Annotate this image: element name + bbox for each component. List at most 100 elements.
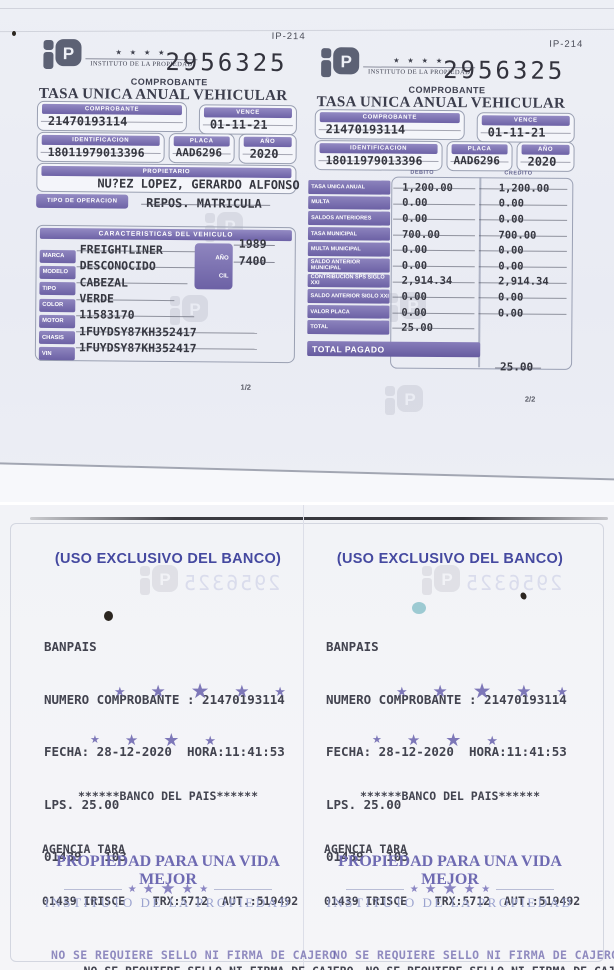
stamp-line: ******BANCO DEL PAIS****** — [77, 789, 258, 803]
field-value: AAD6296 — [453, 154, 500, 168]
stamp-line: LPS. 25.00 — [326, 796, 402, 812]
field-vence: VENCE 01-11-21 — [476, 112, 575, 143]
debito-column-header: DEBITO — [410, 169, 435, 176]
charges-row: CONTRIBUCION SPS SIGLO XXI 2,914.34 2,914.… — [307, 273, 570, 290]
vehicle-cil-value: 7400 — [238, 253, 267, 268]
stamp-line: 01439 IRISCE TRX:5712 AUT.:519492 — [324, 894, 581, 908]
scan-page-front: P P P P IP-214 P ★ ★ ★ ★ INSTITUTO DE LA… — [0, 0, 614, 502]
charges-row-label: TASA MUNICIPAL — [307, 226, 391, 241]
field-label: AÑO — [243, 136, 292, 148]
stamp-line: 01439 103 — [326, 849, 409, 864]
charges-credito-value — [478, 321, 570, 337]
stars-row-icon: ★ ★ ★ ★ ★ — [114, 680, 286, 703]
field-value: 18011979013396 — [47, 144, 145, 160]
field-vence: VENCE 01-11-21 — [198, 104, 298, 136]
bank-stamp-banpais: BANPAIS NUMERO COMPROBANTE : 21470193114… — [326, 603, 567, 901]
charges-debito-value: 0.00 — [391, 289, 478, 305]
ip-logo-ghost-icon: P — [385, 385, 423, 417]
serial-number: 2956325 — [165, 47, 288, 78]
charges-row: SALDO ANTERIOR SIGLO XXI 0.00 0.00 — [307, 288, 569, 305]
field-value: 21470193114 — [47, 113, 128, 129]
charges-row: SALDO ANTERIOR MUNICIPAL 0.00 0.00 — [307, 257, 570, 274]
vehicle-row-label: COLOR — [39, 298, 76, 312]
charges-debito-value: 700.00 — [392, 226, 479, 242]
stamp-line: BANPAIS — [44, 639, 97, 654]
charges-row: VALOR PLACA 0.00 0.00 — [307, 304, 569, 321]
field-propietario: PROPIETARIO NU?EZ LOPEZ, GERARDO ALFONSO — [36, 162, 300, 195]
charges-credito-value: 2,914.34 — [478, 274, 570, 290]
vehicle-row-value: DESCONOCIDO — [79, 258, 156, 274]
stamp-line: BANPAIS — [326, 639, 379, 654]
field-value: NU?EZ LOPEZ, GERARDO ALFONSO — [97, 176, 300, 193]
bank-use-header: (USO EXCLUSIVO DEL BANCO) — [54, 551, 282, 567]
vehicle-row-label: MOTOR — [39, 314, 76, 329]
charges-credito-value: 0.00 — [479, 196, 571, 212]
stamp-line-overprint: NO SE REQUIERE SELLO NI FIRMA DE CAJERO … — [51, 947, 354, 970]
stars-row-icon: ★ ★ ★ ★ — [372, 730, 498, 750]
form-copy-2: IP-214 P ★ ★ ★ ★ INSTITUTO DE LA PROPIED… — [305, 35, 584, 429]
vehicle-row-label: MARCA — [39, 249, 76, 263]
field-placa: PLACA AAD6296 — [168, 133, 235, 164]
charges-debito-value: 0.00 — [392, 195, 479, 211]
vehicle-row-value: FREIGHTLINER — [79, 242, 163, 258]
charges-credito-value: 0.00 — [478, 305, 570, 321]
charges-row-label: SALDO ANTERIOR SIGLO XXI — [307, 289, 390, 304]
ip-logo-icon: P — [321, 47, 360, 79]
ip-logo-ghost-icon: P — [422, 565, 460, 597]
charges-credito-value: 0.00 — [478, 289, 570, 305]
vehicle-anio-value: 1989 — [238, 236, 267, 251]
form-code: IP-214 — [271, 30, 306, 43]
credito-column-header: CREDITO — [504, 170, 533, 177]
field-value: 18011979013396 — [325, 153, 423, 168]
field-value: 2020 — [527, 154, 557, 169]
form-copy-1: IP-214 P ★ ★ ★ ★ INSTITUTO DE LA PROPIED… — [26, 27, 306, 421]
field-tipo-operacion-label: TIPO DE OPERACION — [36, 193, 129, 209]
footer-org: INSTITUTO DE LA PROPIEDAD — [326, 895, 574, 910]
footer-stars-icon: ★ ★ ★ ★ ★ — [314, 879, 586, 899]
stars-row-icon: ★ ★ ★ ★ ★ — [396, 680, 568, 703]
field-value: 01-11-21 — [487, 125, 546, 140]
charges-row-label: TOTAL — [307, 320, 390, 335]
field-identificacion: IDENTIFICACION 18011979013396 — [314, 140, 443, 171]
total-pagado-value: 25.00 — [500, 360, 534, 374]
charges-rows: TASA UNICA ANUAL 1,200.00 1,200.00 MULTA 0.0… — [307, 179, 570, 337]
bank-stamp-banco-del-pais: ******BANCO DEL PAIS****** AGENCIA TARA … — [324, 753, 614, 970]
vehicle-row-label: CHASIS — [38, 331, 76, 345]
field-placa: PLACA AAD6296 — [446, 141, 513, 172]
charges-row-label: TASA UNICA ANUAL — [308, 180, 391, 195]
bank-stamp-banco-del-pais: ******BANCO DEL PAIS****** AGENCIA TARA … — [42, 753, 354, 970]
charges-row: TASA UNICA ANUAL 1,200.00 1,200.00 — [308, 179, 570, 196]
ink-blob — [412, 602, 426, 614]
page-number: 1/2 — [240, 382, 252, 392]
bank-stamp-banpais: BANPAIS NUMERO COMPROBANTE : 21470193114… — [44, 603, 285, 901]
vehicle-row-label: MODELO — [39, 265, 76, 280]
paper-edge — [30, 517, 608, 520]
stamp-line: AGENCIA TARA — [42, 841, 126, 856]
field-value: 01-11-21 — [209, 117, 268, 132]
vehicle-row-label: VIN — [38, 347, 75, 361]
stars-row-icon: ★ ★ ★ ★ — [90, 730, 216, 750]
field-value: AAD6296 — [175, 146, 223, 160]
charges-credito-value: 0.00 — [478, 258, 570, 274]
charges-credito-value: 0.00 — [478, 243, 570, 259]
stamp-line: FECHA: 28-12-2020 HORA:11:41:53 — [326, 744, 567, 759]
vehicle-row-value: 11583170 — [79, 307, 135, 323]
stamp-line: ******BANCO DEL PAIS****** — [359, 789, 540, 803]
field-label: VENCE — [481, 115, 570, 126]
vehicle-cil-label: CIL — [218, 273, 229, 280]
field-tipo-operacion-value: REPOS. MATRICULA — [146, 195, 262, 211]
charges-row-label: VALOR PLACA — [307, 304, 390, 319]
charges-debito-value: 0.00 — [392, 211, 479, 227]
field-value: 2020 — [249, 146, 279, 161]
paper-outline — [10, 523, 604, 962]
vehicle-row-label: TIPO — [39, 282, 76, 296]
form-header: IP-214 P ★ ★ ★ ★ INSTITUTO DE LA PROPIED… — [30, 27, 306, 165]
form-code: IP-214 — [549, 38, 584, 50]
vehicle-box: CARACTERISTICAS DEL VEHICULO MARCA FREIGH… — [34, 224, 296, 364]
charges-row-label: MULTA MUNICIPAL — [307, 242, 390, 257]
charges-row: SALDOS ANTERIORES 0.00 0.00 — [308, 210, 570, 227]
stamp-line: NUMERO COMPROBANTE : 21470193114 — [44, 691, 285, 707]
form-header: IP-214 P ★ ★ ★ ★ INSTITUTO DE LA PROPIED… — [307, 35, 583, 172]
bank-use-header: (USO EXCLUSIVO DEL BANCO) — [336, 551, 564, 567]
field-comprobante: COMPROBANTE 21470193114 — [314, 109, 465, 141]
